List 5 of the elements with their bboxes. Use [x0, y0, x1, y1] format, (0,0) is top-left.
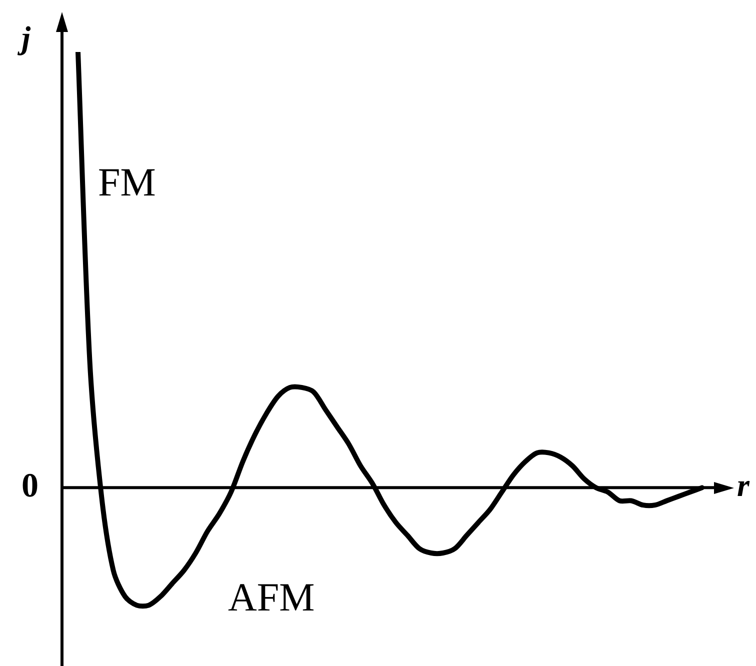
annotation: AFM	[228, 574, 315, 620]
ref-line-label: 0	[22, 467, 38, 504]
x-axis-title: r	[737, 466, 750, 503]
annotation: FM	[98, 160, 156, 204]
y-axis-title: j	[16, 19, 31, 56]
